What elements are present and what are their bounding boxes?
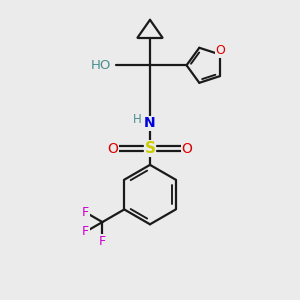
Text: O: O xyxy=(216,44,225,57)
Text: HO: HO xyxy=(91,59,111,72)
Text: F: F xyxy=(82,206,89,219)
Text: O: O xyxy=(107,142,118,155)
Text: S: S xyxy=(145,141,155,156)
Text: F: F xyxy=(99,235,106,248)
Text: H: H xyxy=(133,113,142,126)
Text: N: N xyxy=(144,116,156,130)
Text: F: F xyxy=(82,225,89,238)
Text: O: O xyxy=(182,142,193,155)
